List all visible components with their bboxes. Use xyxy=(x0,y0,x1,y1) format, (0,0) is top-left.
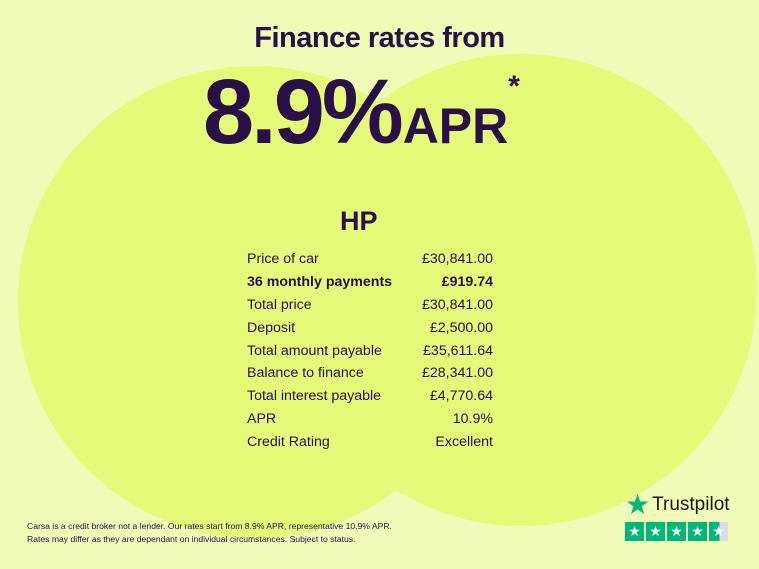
trustpilot-label: Trustpilot xyxy=(652,494,730,515)
row-label: Total interest payable xyxy=(247,388,382,405)
disclaimer: Carsa is a credit broker not a lender. O… xyxy=(27,520,392,546)
table-row: Total price £30,841.00 xyxy=(247,295,493,318)
row-value: £35,611.64 xyxy=(423,342,493,359)
row-value: £919.74 xyxy=(441,273,493,290)
finance-table: Price of car £30,841.00 36 monthly payment… xyxy=(247,249,493,455)
row-value: 10.9% xyxy=(452,411,493,428)
row-label: Total amount payable xyxy=(247,342,382,359)
headline: Finance rates from xyxy=(254,22,505,54)
trustpilot-badge[interactable]: ★ Trustpilot ★ ★ ★ ★ ★ xyxy=(625,489,730,541)
rating-star-icon: ★ xyxy=(688,522,707,541)
row-label: Total price xyxy=(247,296,312,313)
table-row: Credit Rating Excellent xyxy=(247,432,493,455)
row-label: Deposit xyxy=(247,319,296,336)
table-row: Total amount payable £35,611.64 xyxy=(247,341,493,364)
row-value: £2,500.00 xyxy=(429,319,493,336)
disclaimer-line-1: Carsa is a credit broker not a lender. O… xyxy=(27,521,392,531)
rating-star-icon: ★ xyxy=(667,522,686,541)
rating-star-icon: ★ xyxy=(709,522,728,541)
table-row: Deposit £2,500.00 xyxy=(247,318,493,341)
rating-star-icon: ★ xyxy=(646,522,665,541)
row-value: £30,841.00 xyxy=(421,251,493,267)
table-row: 36 monthly payments £919.74 xyxy=(247,272,493,295)
plan-title: HP xyxy=(340,206,378,236)
disclaimer-line-2: Rates may differ as they are dependant o… xyxy=(27,534,356,544)
row-value: Excellent xyxy=(435,434,493,451)
rate-value: 8.9% xyxy=(203,61,404,163)
rate-asterisk: * xyxy=(508,70,520,103)
row-label: 36 monthly payments xyxy=(247,273,393,290)
table-row: APR 10.9% xyxy=(247,409,493,432)
rate-unit: APR xyxy=(402,98,509,154)
table-row: Price of car £30,841.00 xyxy=(247,249,493,272)
rate-display: 8.9%APR* xyxy=(203,60,520,165)
row-value: £4,770.64 xyxy=(429,388,493,405)
row-value: £28,341.00 xyxy=(421,365,493,382)
row-value: £30,841.00 xyxy=(421,296,493,313)
trustpilot-star-icon: ★ xyxy=(625,489,651,520)
row-label: Credit Rating xyxy=(247,434,330,451)
row-label: Balance to finance xyxy=(247,365,364,382)
row-label: Price of car xyxy=(247,251,319,267)
row-label: APR xyxy=(247,411,277,428)
table-row: Balance to finance £28,341.00 xyxy=(247,363,493,386)
trustpilot-rating: ★ ★ ★ ★ ★ xyxy=(625,522,730,541)
background-circle-right xyxy=(285,54,757,526)
rating-star-icon: ★ xyxy=(625,522,644,541)
table-row: Total interest payable £4,770.64 xyxy=(247,386,493,409)
